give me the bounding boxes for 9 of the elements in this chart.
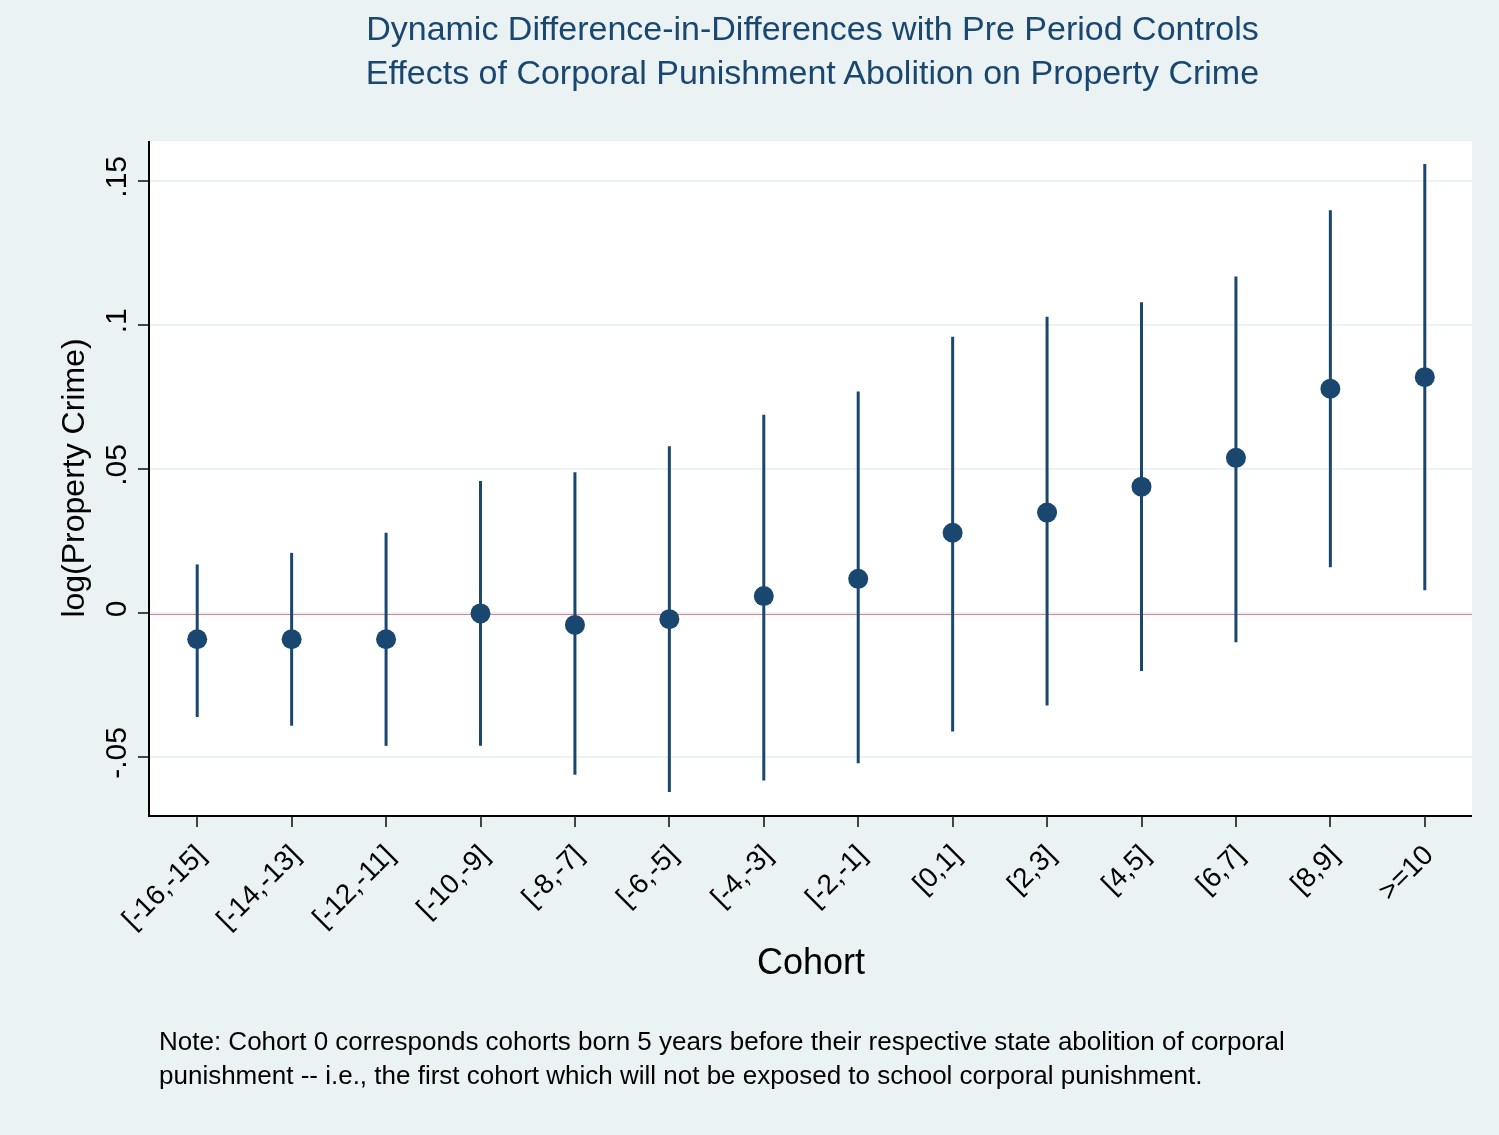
text: Note: Cohort 0 corresponds cohorts born 5 years before their respective state abolition of corporal punishment -- i.e., the first cohort which will not be exposed to school corporal punishment.	[159, 1026, 1285, 1090]
y-tick-label: .05	[99, 444, 132, 486]
y-tick-label: .1	[99, 308, 132, 334]
y-tick-label: -.05	[99, 727, 132, 779]
chart-title: Dynamic Difference-in-Differences with Pre Period Controls Effects of Corporal Punishment Abolition on Property Crime	[365, 8, 1260, 91]
y-axis-title: log(Property Crime)	[54, 338, 91, 618]
x-axis-title: Cohort	[756, 940, 866, 982]
y-tick-label: .15	[99, 155, 132, 198]
y-tick-label: 0	[99, 600, 132, 618]
